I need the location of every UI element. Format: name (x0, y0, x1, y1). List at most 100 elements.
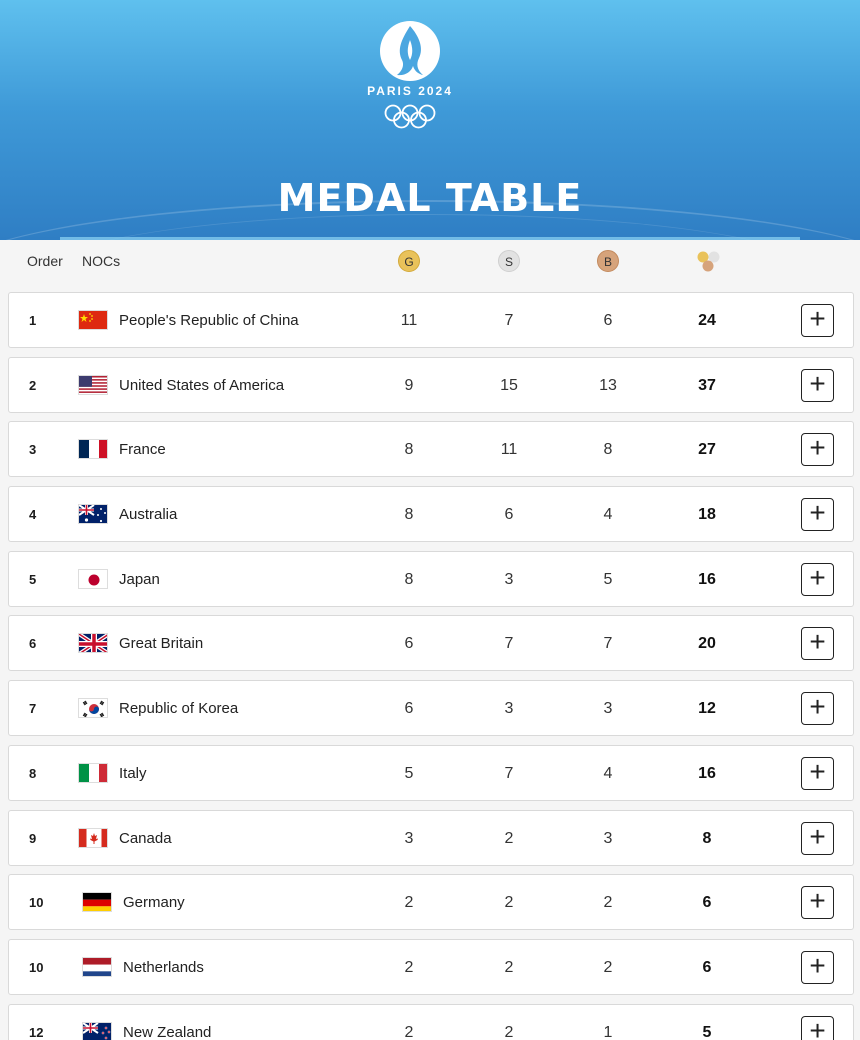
gold-count: 2 (404, 1023, 414, 1040)
bronze-count: 3 (603, 829, 613, 847)
silver-count: 2 (504, 1023, 514, 1040)
bronze-count: 4 (603, 506, 613, 524)
silver-count: 15 (500, 376, 518, 394)
expand-row-button[interactable]: + (801, 950, 834, 984)
gold-count: 8 (404, 570, 414, 588)
japan-flag-icon (78, 568, 108, 589)
bronze-count: 7 (603, 635, 613, 653)
netherlands-flag-icon (82, 956, 112, 977)
expand-row-button[interactable]: + (801, 1015, 834, 1040)
bronze-count: 3 (603, 700, 613, 718)
table-row[interactable]: 8 Italy 5 7 4 16 + (8, 744, 854, 801)
expand-row-button[interactable]: + (801, 562, 834, 596)
table-row[interactable]: 6 Great Britain 6 7 7 20 + (8, 615, 854, 672)
silver-count: 7 (504, 312, 514, 329)
silver-count: 6 (504, 506, 514, 524)
gold-medal-column-icon[interactable]: G (398, 250, 420, 272)
gold-count: 2 (404, 958, 414, 976)
column-header-row: Order NOCs G S B (0, 247, 860, 277)
italy-flag-icon (78, 762, 108, 783)
expand-row-button[interactable]: + (801, 821, 834, 855)
table-row[interactable]: 9 Canada 3 2 3 8 + (8, 809, 854, 866)
total-count: 12 (698, 700, 716, 718)
country-name: Italy (119, 764, 147, 782)
expand-row-button[interactable]: + (801, 433, 834, 467)
country-name: New Zealand (123, 1023, 212, 1040)
silver-medal-column-icon[interactable]: S (498, 250, 520, 272)
rank-order: 9 (29, 830, 37, 846)
silver-count: 3 (504, 700, 514, 718)
country-name: France (119, 441, 166, 459)
logo-text: PARIS 2024 (367, 84, 453, 98)
gold-count: 8 (404, 506, 414, 524)
silver-count: 11 (500, 441, 518, 459)
country-name: Great Britain (119, 635, 204, 653)
total-count: 18 (698, 506, 716, 524)
header-arc-decoration (0, 200, 860, 240)
total-count: 16 (698, 570, 716, 588)
header-arc-decoration (40, 214, 820, 240)
country-name: People's Republic of China (119, 312, 299, 329)
table-row[interactable]: 10 Netherlands 2 2 2 6 + (8, 938, 854, 995)
expand-row-button[interactable]: + (801, 756, 834, 790)
silver-count: 7 (504, 635, 514, 653)
gold-count: 9 (404, 376, 414, 394)
table-row[interactable]: 10 Germany 2 2 2 6 + (8, 874, 854, 931)
gold-count: 6 (404, 700, 414, 718)
header-divider (60, 237, 800, 240)
total-count: 6 (702, 958, 712, 976)
usa-flag-icon (78, 374, 108, 395)
total-medals-column-icon[interactable] (695, 249, 723, 273)
paris-2024-flame-logo-icon (380, 21, 440, 81)
expand-row-button[interactable]: + (801, 498, 834, 532)
gold-count: 11 (400, 312, 418, 329)
bronze-count: 2 (603, 894, 613, 912)
bronze-medal-column-icon[interactable]: B (597, 250, 619, 272)
total-count: 8 (702, 829, 712, 847)
australia-flag-icon (78, 504, 108, 525)
expand-row-button[interactable]: + (801, 627, 834, 661)
order-column-header[interactable]: Order (27, 253, 63, 269)
expand-row-button[interactable]: + (801, 368, 834, 402)
canada-flag-icon (78, 827, 108, 848)
rank-order: 3 (29, 442, 37, 458)
rank-order: 1 (29, 313, 37, 328)
rank-order: 6 (29, 636, 37, 652)
country-name: Netherlands (123, 958, 204, 976)
medal-table: 1 People's Republic of China 11 7 6 2 4 +2 Unite… (8, 292, 854, 1040)
silver-count: 7 (504, 764, 514, 782)
table-row[interactable]: 1 People's Republic of China 11 7 6 24 + (8, 292, 854, 348)
bronze-count: 1 (603, 1023, 613, 1040)
expand-row-button[interactable]: + (801, 886, 834, 920)
new-zealand-flag-icon (82, 1021, 112, 1040)
table-row[interactable]: 12 New Zealand 2 2 1 5 + (8, 1003, 854, 1040)
total-count: 5 (702, 1023, 712, 1040)
silver-count: 2 (504, 958, 514, 976)
expand-row-button[interactable]: + (801, 692, 834, 726)
table-row[interactable]: 7 Republic of Korea 6 3 3 12 + (8, 680, 854, 737)
silver-count: 3 (504, 570, 514, 588)
bronze-count: 13 (599, 376, 617, 394)
bronze-count: 8 (603, 441, 613, 459)
country-name: Republic of Korea (119, 700, 239, 718)
gold-count: 6 (404, 635, 414, 653)
total-count: 27 (698, 441, 716, 459)
total-count: 20 (698, 635, 716, 653)
table-row[interactable]: 3 France 8 11 8 27 + (8, 421, 854, 478)
silver-count: 2 (504, 894, 514, 912)
table-row[interactable]: 2 United States of America 9 15 13 37 + (8, 356, 854, 413)
rank-order: 5 (29, 571, 37, 587)
country-name: Australia (119, 506, 178, 524)
page-title: MEDAL TABLE (277, 176, 583, 220)
page-header: PARIS 2024 MEDAL TABLE (0, 0, 860, 240)
gold-count: 8 (404, 441, 414, 459)
expand-row-button[interactable]: + (801, 304, 834, 337)
country-name: United States of America (119, 376, 285, 394)
table-row[interactable]: 4 Australia 8 6 4 18 + (8, 486, 854, 543)
nocs-column-header[interactable]: NOCs (82, 253, 121, 269)
country-name: Germany (123, 894, 185, 912)
rank-order: 12 (29, 1024, 44, 1040)
china-flag-icon (78, 310, 108, 330)
table-row[interactable]: 5 Japan 8 3 5 16 + (8, 550, 854, 607)
total-count: 16 (698, 764, 716, 782)
